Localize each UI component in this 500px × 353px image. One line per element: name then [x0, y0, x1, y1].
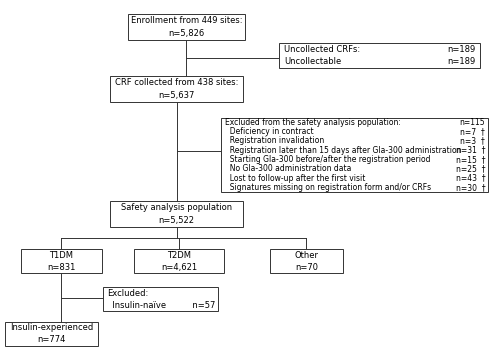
- Text: n=189: n=189: [447, 57, 476, 66]
- FancyBboxPatch shape: [134, 249, 224, 273]
- FancyBboxPatch shape: [270, 249, 343, 273]
- Text: Excluded:: Excluded:: [107, 289, 148, 298]
- Text: Uncollected CRFs:: Uncollected CRFs:: [284, 45, 360, 54]
- Text: Insulin-experienced: Insulin-experienced: [10, 323, 93, 332]
- Text: n=31  †: n=31 †: [456, 146, 485, 155]
- Text: n=25  †: n=25 †: [456, 164, 485, 173]
- Text: T1DM: T1DM: [50, 251, 74, 260]
- Text: CRF collected from 438 sites:: CRF collected from 438 sites:: [115, 78, 238, 87]
- Text: Deficiency in contract: Deficiency in contract: [224, 127, 313, 136]
- FancyBboxPatch shape: [21, 249, 102, 273]
- Text: n=831: n=831: [47, 263, 76, 272]
- Text: n=189: n=189: [447, 45, 476, 54]
- FancyBboxPatch shape: [110, 201, 242, 227]
- Text: n=5,826: n=5,826: [168, 29, 204, 38]
- Text: Safety analysis population: Safety analysis population: [121, 203, 232, 212]
- Text: Other: Other: [294, 251, 318, 260]
- Text: n=43  †: n=43 †: [456, 174, 485, 183]
- Text: Insulin-naïve          n=57: Insulin-naïve n=57: [107, 301, 216, 310]
- Text: n=3  †: n=3 †: [460, 136, 485, 145]
- FancyBboxPatch shape: [103, 287, 218, 311]
- Text: Excluded from the safety analysis population:: Excluded from the safety analysis popula…: [224, 118, 400, 127]
- FancyBboxPatch shape: [5, 322, 98, 346]
- Text: Registration invalidation: Registration invalidation: [224, 136, 324, 145]
- Text: n=70: n=70: [295, 263, 318, 272]
- Text: Signatures missing on registration form and/or CRFs: Signatures missing on registration form …: [224, 183, 430, 192]
- Text: Starting Gla-300 before/after the registration period: Starting Gla-300 before/after the regist…: [224, 155, 430, 164]
- Text: n=7  †: n=7 †: [460, 127, 485, 136]
- Text: n=5,522: n=5,522: [158, 216, 194, 225]
- FancyBboxPatch shape: [110, 76, 242, 102]
- Text: Lost to follow-up after the first visit: Lost to follow-up after the first visit: [224, 174, 365, 183]
- Text: No Gla-300 administration data: No Gla-300 administration data: [224, 164, 351, 173]
- FancyBboxPatch shape: [280, 43, 480, 67]
- Text: n=30  †: n=30 †: [456, 183, 485, 192]
- Text: n=115: n=115: [460, 118, 485, 127]
- Text: n=15  †: n=15 †: [456, 155, 485, 164]
- Text: Enrollment from 449 sites:: Enrollment from 449 sites:: [130, 16, 242, 25]
- Text: n=774: n=774: [38, 335, 66, 345]
- Text: n=5,637: n=5,637: [158, 91, 194, 100]
- Text: T2DM: T2DM: [167, 251, 191, 260]
- FancyBboxPatch shape: [220, 118, 488, 192]
- Text: Registration later than 15 days after Gla-300 administration: Registration later than 15 days after Gl…: [224, 146, 461, 155]
- Text: n=4,621: n=4,621: [161, 263, 197, 272]
- FancyBboxPatch shape: [128, 14, 245, 40]
- Text: Uncollectable: Uncollectable: [284, 57, 342, 66]
